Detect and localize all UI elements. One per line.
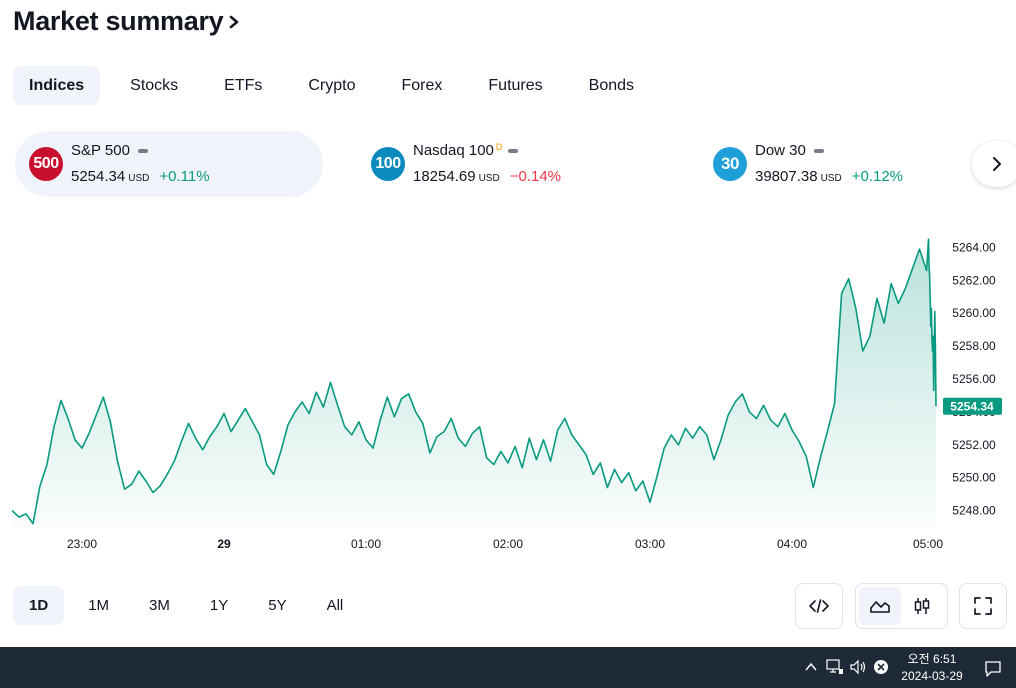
x-tick-label: 05:00 (913, 537, 943, 551)
ticker-nasdaq100[interactable]: 100 Nasdaq 100 D 18254.69 USD −0.14% (357, 131, 657, 197)
page-title: Market summary (13, 6, 224, 36)
chevron-right-icon (993, 157, 1001, 171)
ticker-name: Dow 30 (755, 142, 824, 159)
x-tick-label: 03:00 (635, 537, 665, 551)
range-3m[interactable]: 3M (149, 597, 170, 614)
x-tick-label: 29 (217, 537, 231, 551)
fullscreen-button[interactable] (959, 583, 1007, 629)
y-tick-label: 5260.00 (952, 306, 996, 320)
chevron-right-icon (230, 15, 239, 28)
tab-forex[interactable]: Forex (401, 77, 443, 94)
ticker-quote: 39807.38 USD +0.12% (755, 168, 903, 185)
ticker-quote: 5254.34 USD +0.11% (71, 168, 210, 185)
y-tick-label: 5262.00 (952, 273, 996, 287)
tab-stocks[interactable]: Stocks (130, 77, 179, 94)
clock-date: 2024-03-29 (901, 669, 963, 683)
last-price-value: 5254.34 (950, 399, 994, 413)
market-summary-title-link[interactable]: Market summary (13, 6, 241, 37)
ticker-price: 5254.34 (71, 168, 126, 185)
status-dash-icon (137, 149, 148, 154)
ticker-change: +0.11% (159, 168, 210, 185)
price-line (11, 238, 937, 525)
x-axis: 23:00 29 01:00 02:00 03:00 04:00 05:00 (67, 537, 943, 551)
x-tick-label: 02:00 (493, 537, 523, 551)
ticker-price: 18254.69 (413, 168, 476, 185)
y-tick-label: 5252.00 (952, 438, 996, 452)
area-chart-icon (870, 601, 890, 613)
ticker-badge: 100 (371, 147, 405, 181)
ticker-badge: 30 (713, 147, 747, 181)
ticker-name: S&P 500 (71, 142, 148, 159)
ticker-currency: USD (820, 173, 842, 184)
status-dash-icon (508, 149, 519, 154)
candlestick-icon (914, 598, 930, 614)
last-price-label: 5254.34 (943, 397, 1002, 415)
ticker-currency: USD (128, 173, 150, 184)
ticker-name-text: S&P 500 (71, 142, 130, 159)
range-5y[interactable]: 5Y (268, 597, 287, 614)
network-icon[interactable] (826, 659, 844, 675)
last-price-tag (943, 397, 1002, 415)
y-tick-label: 5250.00 (952, 471, 996, 485)
range-tabs: 1D 1M 3M 1Y 5Y All (13, 586, 367, 625)
x-tick-label: 23:00 (67, 537, 97, 551)
range-1y[interactable]: 1Y (209, 597, 229, 614)
chart-style-toggle (855, 583, 948, 629)
ticker-change: −0.14% (509, 168, 561, 185)
candlestick-chart-button[interactable] (901, 587, 943, 625)
y-tick-label: 5264.00 (952, 240, 996, 254)
area-chart-button[interactable] (859, 587, 901, 625)
tab-futures[interactable]: Futures (488, 77, 543, 94)
notification-icon[interactable] (984, 660, 1002, 678)
ticker-dow30[interactable]: 30 Dow 30 39807.38 USD +0.12% (699, 131, 959, 197)
status-dash-icon (813, 149, 824, 154)
price-area-fill (12, 239, 936, 527)
close-circle-icon[interactable] (873, 659, 889, 675)
range-all[interactable]: All (326, 597, 344, 614)
taskbar: 오전 6:51 2024-03-29 (0, 647, 1016, 688)
range-1m[interactable]: 1M (88, 597, 110, 614)
tab-etfs[interactable]: ETFs (224, 77, 263, 94)
ticker-quote: 18254.69 USD −0.14% (413, 168, 561, 185)
volume-icon[interactable] (850, 659, 868, 675)
price-chart[interactable]: 5248.005250.005252.005254.005256.005258.… (0, 225, 1016, 565)
clock-time: 오전 6:51 (907, 652, 957, 666)
ticker-currency: USD (478, 173, 500, 184)
tab-indices[interactable]: Indices (13, 66, 101, 105)
y-tick-label: 5258.00 (952, 339, 996, 353)
x-tick-label: 01:00 (351, 537, 381, 551)
next-tickers-button[interactable] (972, 141, 1016, 187)
ticker-name-text: Dow 30 (755, 142, 806, 159)
category-tabs: Indices Stocks ETFs Crypto Forex Futures… (13, 66, 664, 105)
fullscreen-icon (974, 597, 992, 615)
ticker-price: 39807.38 (755, 168, 818, 185)
x-tick-label: 04:00 (777, 537, 807, 551)
system-clock[interactable]: 오전 6:51 2024-03-29 (898, 651, 966, 685)
y-tick-label: 5248.00 (952, 504, 996, 518)
ticker-name: Nasdaq 100 D (413, 142, 519, 159)
ticker-change: +0.12% (851, 168, 903, 185)
embed-code-button[interactable] (795, 583, 843, 629)
y-tick-label: 5256.00 (952, 372, 996, 386)
ticker-badge: 500 (29, 147, 63, 181)
delayed-mark: D (495, 142, 503, 152)
ticker-sp500[interactable]: 500 S&P 500 5254.34 USD +0.11% (15, 131, 323, 197)
y-axis: 5248.005250.005252.005254.005256.005258.… (952, 240, 996, 517)
code-icon (809, 599, 829, 613)
range-1d[interactable]: 1D (13, 586, 65, 625)
tab-crypto[interactable]: Crypto (308, 77, 356, 94)
chevron-up-icon[interactable] (804, 661, 818, 673)
tab-bonds[interactable]: Bonds (588, 77, 635, 94)
ticker-name-text: Nasdaq 100 (413, 142, 494, 159)
